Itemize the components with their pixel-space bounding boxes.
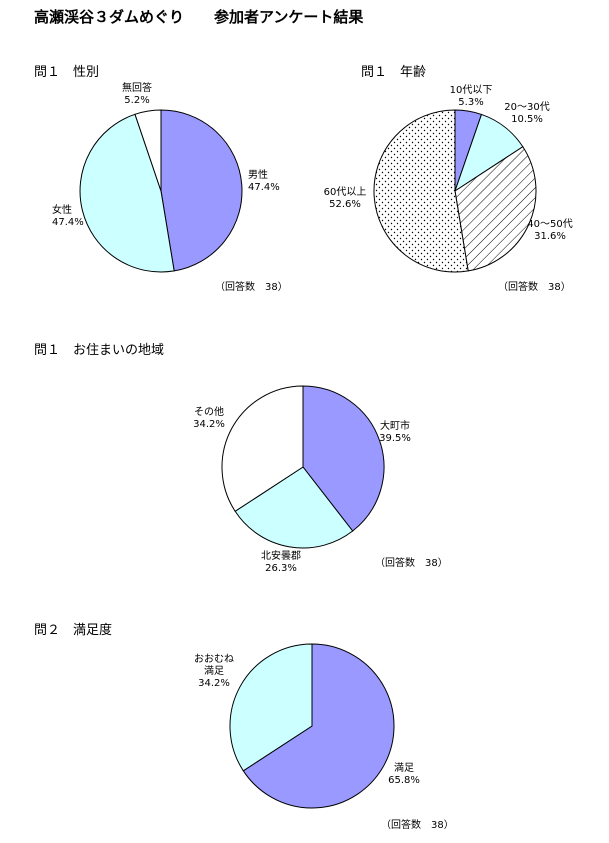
slice-percent: 52.6% [329, 199, 361, 210]
pie-slice-40～50代 [454, 146, 537, 272]
slice-label: 無回答 [122, 81, 152, 94]
chart-title: 問１ 性別 [34, 65, 99, 80]
slice-label: 満足 [394, 762, 414, 774]
slice-percent: 31.6% [534, 231, 566, 242]
slice-label: 女性 [52, 203, 72, 216]
slice-percent: 5.3% [458, 97, 483, 108]
slice-label: 北安曇郡 [261, 549, 301, 562]
slice-percent: 47.4% [52, 217, 84, 228]
slice-percent: 5.2% [124, 95, 149, 106]
response-count-note: （回答数 38） [215, 280, 288, 293]
slice-percent: 47.4% [248, 182, 280, 193]
slice-label: 大町市 [380, 419, 410, 432]
slice-label: 20～30代 [504, 101, 549, 113]
slice-label: 60代以上 [324, 186, 367, 198]
pie-slice-おおむね-満足 [229, 643, 313, 772]
slice-percent: 65.8% [388, 775, 420, 786]
slice-percent: 39.5% [379, 433, 411, 444]
response-count-note: （回答数 38） [381, 818, 454, 831]
chart-title: 問１ 年齢 [361, 65, 426, 80]
slice-percent: 26.3% [265, 563, 297, 574]
pie-slice-60代以上 [373, 109, 469, 273]
pie-slice-その他 [221, 385, 304, 512]
response-count-note: （回答数 38） [498, 280, 571, 293]
response-count-note: （回答数 38） [375, 556, 448, 569]
pie-slice-女性 [79, 113, 175, 273]
slice-label: 男性 [248, 168, 268, 181]
chart-title: 問２ 満足度 [34, 622, 112, 638]
slice-percent: 34.2% [193, 419, 225, 430]
pie-slice-大町市 [302, 385, 385, 532]
slice-label: その他 [194, 405, 224, 418]
slice-percent: 34.2% [198, 678, 230, 689]
slice-label: おおむね満足 [194, 653, 234, 677]
slice-label: 10代以下 [450, 84, 493, 96]
pie-slice-男性 [160, 109, 243, 272]
pie-slice-北安曇郡 [234, 466, 354, 549]
page-title: 高瀬渓谷３ダムめぐり 参加者アンケート結果 [34, 8, 364, 26]
pie-slice-無回答 [134, 109, 162, 192]
slice-label: 40～50代 [527, 218, 572, 230]
pie-slice-満足 [242, 643, 395, 809]
chart-title: 問１ お住まいの地域 [34, 343, 164, 358]
slice-percent: 10.5% [511, 114, 543, 125]
